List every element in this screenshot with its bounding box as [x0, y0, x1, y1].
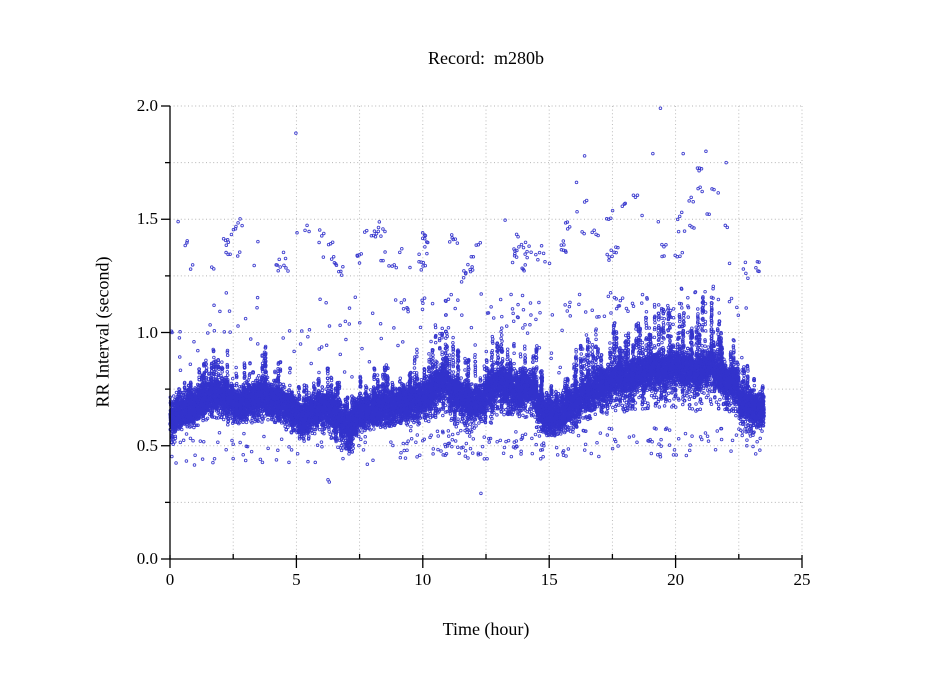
- y-tick-label: 0.5: [136, 435, 158, 455]
- x-tick-label: 10: [414, 570, 432, 589]
- x-tick-label: 25: [793, 570, 811, 589]
- x-axis-title: Time (hour): [442, 619, 530, 639]
- y-tick-label: 1.5: [136, 209, 158, 229]
- y-tick-label: 2.0: [136, 96, 158, 115]
- x-tick-label: 5: [292, 570, 301, 589]
- y-tick-label: 0.0: [136, 549, 158, 568]
- y-axis-title: RR Interval (second): [92, 256, 113, 408]
- chart-title: Record: m280b: [428, 48, 544, 68]
- x-tick-label: 20: [667, 570, 685, 589]
- y-tick-label: 1.0: [136, 322, 158, 342]
- x-tick-label: 15: [540, 570, 558, 589]
- x-tick-label: 0: [165, 570, 175, 589]
